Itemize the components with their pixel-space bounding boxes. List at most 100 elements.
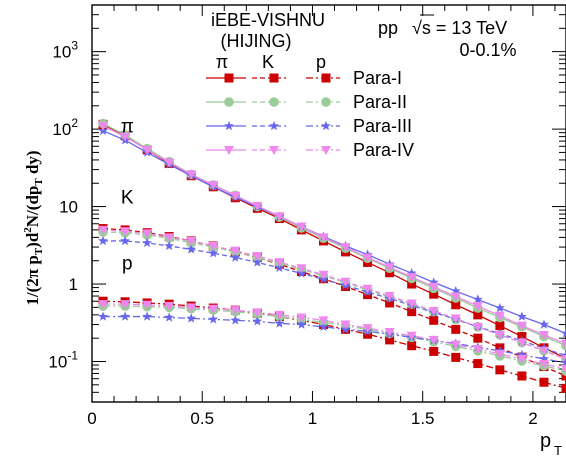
legend-marker (269, 73, 279, 83)
data-point (186, 170, 197, 180)
data-point (473, 359, 483, 369)
data-point (516, 311, 527, 321)
data-point (98, 311, 108, 321)
series-line (102, 229, 566, 360)
plot-frame (91, 4, 566, 403)
legend-marker (224, 120, 234, 131)
data-point (450, 314, 461, 324)
legend-header-kaon: K (262, 52, 274, 72)
data-point (406, 331, 417, 341)
data-point (186, 313, 197, 323)
particle-label: p (122, 253, 133, 274)
series-pi-para-iv (98, 121, 566, 349)
data-point (252, 308, 263, 318)
y-tick-label: 103 (52, 39, 78, 62)
legend-header-proton: p (316, 52, 326, 72)
data-point (340, 277, 351, 287)
series-K-para-iv (98, 225, 566, 365)
y-tick-exponent: -1 (67, 348, 78, 362)
y-tick-label: 1 (69, 275, 78, 294)
legend-marker (224, 73, 234, 83)
data-point (494, 349, 505, 359)
series-line (103, 240, 566, 357)
data-point (472, 344, 483, 354)
data-point (296, 319, 307, 329)
data-point (230, 252, 241, 262)
system-label: pp (378, 18, 398, 38)
title-block: iEBE-VISHNU (HIJING) (211, 10, 325, 51)
legend-marker (224, 97, 234, 107)
data-point (274, 310, 285, 320)
data-point (473, 310, 483, 320)
legend: π K p Para-I Para-II Para-III Para-IV (206, 52, 414, 160)
data-point (450, 340, 461, 350)
legend-marker (321, 73, 331, 83)
x-tick-label: 1 (308, 409, 317, 428)
legend-marker (321, 120, 331, 131)
data-point (494, 330, 505, 340)
data-point (539, 319, 549, 329)
data-point (186, 244, 197, 254)
data-point (252, 316, 263, 326)
series-line (102, 231, 566, 360)
data-point (494, 311, 505, 321)
x-tick-label: 0 (87, 409, 96, 428)
series-line (102, 125, 566, 345)
collision-info: pp √s = 13 TeV 0-0.1% (378, 14, 517, 60)
legend-header-pion: π (216, 52, 228, 72)
series-line (102, 130, 566, 335)
data-point (164, 158, 175, 168)
data-point (142, 145, 153, 155)
data-point (451, 300, 461, 310)
legend-label: Para-IV (353, 140, 414, 160)
data-point (98, 235, 108, 246)
data-point (363, 329, 373, 339)
data-point (98, 225, 109, 235)
legend-marker (224, 146, 234, 155)
particle-label: π (121, 117, 134, 138)
data-point (450, 292, 461, 302)
legend-marker (321, 146, 331, 155)
data-point (407, 307, 417, 317)
data-point (407, 341, 417, 351)
data-point (406, 268, 417, 278)
legend-label: Para-II (353, 92, 407, 112)
data-point (186, 303, 197, 313)
data-point (208, 241, 219, 251)
data-point (142, 311, 153, 321)
y-tick-mantissa: 1 (69, 275, 78, 294)
data-point (340, 243, 351, 253)
x-axis-label: p (540, 430, 551, 452)
legend-label: Para-I (353, 68, 402, 88)
data-point (362, 324, 373, 334)
data-point (451, 324, 461, 334)
energy-label: √s = 13 TeV (412, 18, 507, 38)
data-point (538, 346, 549, 356)
y-tick-exponent: 2 (71, 116, 78, 130)
data-point (120, 227, 131, 237)
y-tick-exponent: 3 (71, 39, 78, 53)
y-tick-mantissa: 10 (52, 120, 71, 139)
data-point (384, 328, 395, 338)
legend-marker (269, 97, 279, 107)
data-point (406, 273, 417, 283)
data-point (428, 282, 439, 292)
data-point (164, 302, 175, 312)
x-tick-label: 0.5 (190, 409, 214, 428)
data-point (274, 258, 285, 268)
series-K-para-iii (98, 235, 566, 360)
data-point (120, 235, 131, 246)
data-point (252, 252, 263, 262)
y-tick-label: 10-1 (48, 348, 78, 371)
data-point (385, 298, 395, 308)
title-line-2: (HIJING) (221, 31, 292, 51)
data-point (517, 371, 527, 381)
data-point (472, 302, 483, 312)
data-point (428, 335, 439, 345)
data-point (495, 365, 505, 375)
data-point (561, 371, 566, 381)
data-point (208, 180, 219, 190)
data-point (362, 253, 373, 263)
data-point (252, 201, 263, 211)
